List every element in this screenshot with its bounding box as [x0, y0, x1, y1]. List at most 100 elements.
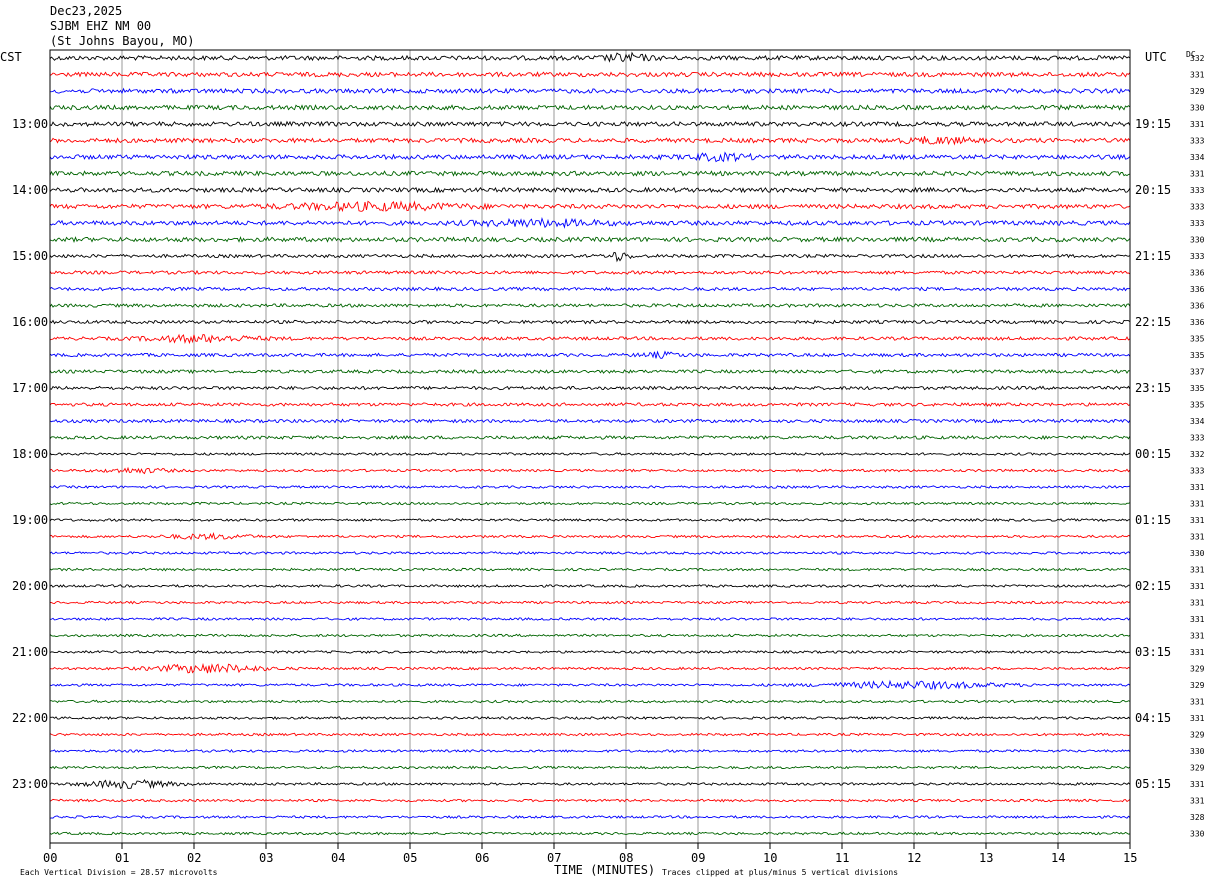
seismic-trace: [49, 600, 1131, 605]
x-tick-label: 11: [835, 851, 849, 865]
dc-offset-label: 331: [1190, 566, 1205, 575]
seismic-trace: [49, 662, 1131, 674]
seismic-trace: [49, 51, 1131, 63]
x-tick-label: 10: [763, 851, 777, 865]
seismic-trace: [49, 350, 1131, 359]
seismic-trace: [49, 815, 1131, 819]
seismic-trace: [49, 485, 1131, 489]
dc-offset-label: 333: [1190, 434, 1205, 443]
dc-offset-label: 329: [1190, 764, 1205, 773]
right-hour-label: 22:15: [1135, 315, 1171, 329]
dc-offset-label: 333: [1190, 252, 1205, 261]
trace-group: [49, 51, 1131, 836]
x-tick-label: 15: [1123, 851, 1137, 865]
seismic-trace: [49, 551, 1131, 555]
dc-offset-label: 335: [1190, 384, 1205, 393]
dc-offset-labels: 332 331 329 330 331 333 334 331 333 333 333 330 333 3…: [1190, 54, 1205, 839]
seismic-trace: [49, 584, 1130, 588]
x-tick-label: 09: [691, 851, 705, 865]
seismic-trace: [49, 633, 1131, 638]
dc-offset-label: 331: [1190, 120, 1205, 129]
seismic-trace: [49, 385, 1131, 391]
dc-offset-label: 331: [1190, 780, 1205, 789]
x-tick-label: 02: [187, 851, 201, 865]
x-tick-label: 12: [907, 851, 921, 865]
left-hour-label: 22:00: [12, 711, 48, 725]
left-hour-label: 23:00: [12, 777, 48, 791]
dc-offset-label: 333: [1190, 137, 1205, 146]
dc-offset-label: 331: [1190, 698, 1205, 707]
dc-offset-label: 334: [1190, 153, 1205, 162]
right-hour-label: 00:15: [1135, 447, 1171, 461]
x-tick-label: 13: [979, 851, 993, 865]
seismic-trace: [49, 186, 1131, 194]
dc-offset-label: 331: [1190, 632, 1205, 641]
seismic-trace: [49, 716, 1131, 720]
dc-offset-label: 330: [1190, 549, 1205, 558]
right-hour-label: 04:15: [1135, 711, 1171, 725]
plot-frame: [49, 49, 1131, 844]
seismic-trace: [49, 286, 1131, 292]
right-hour-label: 23:15: [1135, 381, 1171, 395]
dc-offset-label: 332: [1190, 54, 1205, 63]
header-location: (St Johns Bayou, MO): [50, 34, 195, 48]
right-hour-label: 05:15: [1135, 777, 1171, 791]
dc-offset-label: 330: [1190, 830, 1205, 839]
scale-note: Each Vertical Division = 28.57 microvolt…: [20, 868, 218, 877]
seismic-trace: [49, 699, 1131, 704]
seismic-trace: [49, 435, 1131, 441]
minute-grid: [121, 50, 1059, 843]
dc-offset-label: 336: [1190, 269, 1205, 278]
dc-offset-label: 331: [1190, 71, 1205, 80]
left-hour-label: 17:00: [12, 381, 48, 395]
dc-offset-label: 329: [1190, 681, 1205, 690]
seismic-trace: [49, 302, 1131, 309]
x-tick-label: 01: [115, 851, 129, 865]
dc-offset-label: 336: [1190, 318, 1205, 327]
dc-offset-label: 335: [1190, 401, 1205, 410]
dc-offset-label: 333: [1190, 203, 1205, 212]
seismic-trace: [49, 778, 1131, 790]
seismic-trace: [49, 216, 1131, 229]
dc-offset-label: 330: [1190, 104, 1205, 113]
seismic-trace: [49, 71, 1131, 78]
seismic-trace: [49, 418, 1131, 424]
left-hour-label: 20:00: [12, 579, 48, 593]
right-hour-label: 19:15: [1135, 117, 1171, 131]
seismic-trace: [49, 466, 1131, 475]
left-hour-label: 13:00: [12, 117, 48, 131]
left-timezone-label: CST: [0, 50, 22, 64]
left-hour-label: 14:00: [12, 183, 48, 197]
header-date: Dec23,2025: [50, 4, 123, 18]
seismic-trace: [49, 567, 1131, 572]
x-tick-label: 07: [547, 851, 561, 865]
x-tick-label: 14: [1051, 851, 1065, 865]
dc-offset-label: 331: [1190, 500, 1205, 509]
x-tick-label: 06: [475, 851, 489, 865]
dc-offset-label: 331: [1190, 533, 1205, 542]
left-hour-label: 21:00: [12, 645, 48, 659]
seismic-trace: [49, 87, 1131, 95]
left-hour-labels: 13:00 14:00 15:00 16:00 17:00 18:00 19:00 20:00…: [12, 117, 48, 791]
seismic-trace: [49, 501, 1131, 506]
seismic-trace: [49, 617, 1131, 621]
dc-offset-label: 331: [1190, 797, 1205, 806]
right-hour-label: 01:15: [1135, 513, 1171, 527]
dc-offset-label: 336: [1190, 302, 1205, 311]
seismic-trace: [49, 518, 1131, 523]
right-timezone-label: UTC: [1145, 50, 1167, 64]
dc-offset-label: 333: [1190, 186, 1205, 195]
dc-offset-label: 331: [1190, 170, 1205, 179]
seismic-trace: [49, 236, 1131, 243]
seismic-trace: [49, 748, 1131, 753]
dc-offset-label: 331: [1190, 582, 1205, 591]
dc-offset-label: 329: [1190, 665, 1205, 674]
dc-header-label: DC: [1186, 50, 1196, 59]
seismic-trace: [49, 679, 1131, 691]
dc-offset-label: 336: [1190, 285, 1205, 294]
dc-offset-label: 330: [1190, 747, 1205, 756]
left-hour-label: 16:00: [12, 315, 48, 329]
seismic-trace: [49, 368, 1131, 375]
clip-note: Traces clipped at plus/minus 5 vertical …: [662, 868, 898, 877]
dc-offset-label: 331: [1190, 516, 1205, 525]
